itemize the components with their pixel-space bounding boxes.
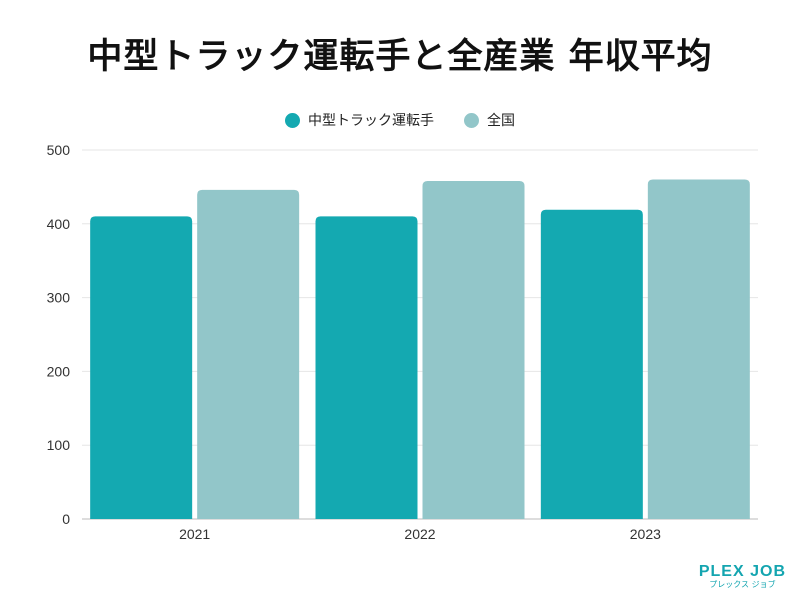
x-tick-label: 2023: [630, 526, 661, 542]
legend-swatch-national: [464, 112, 479, 128]
y-tick-label: 500: [47, 142, 71, 158]
y-tick-label: 100: [47, 437, 71, 453]
y-tick-label: 200: [47, 363, 71, 379]
chart-title: 中型トラック運転手と全産業 年収平均: [87, 37, 713, 77]
bar-national-2023: [647, 179, 750, 519]
bar-truck-driver-2023: [540, 209, 643, 519]
bar-national-2022: [422, 180, 525, 519]
y-tick-label: 0: [62, 511, 70, 527]
plex-job-logo: PLEX JOB プレックス ジョブ: [699, 564, 786, 590]
logo-wordmark: PLEX JOB: [698, 563, 786, 580]
bar-truck-driver-2022: [315, 216, 418, 520]
x-tick-label: 2022: [404, 526, 435, 542]
legend-item-national: 全国: [464, 110, 515, 130]
x-tick-label: 2021: [179, 526, 210, 542]
legend-label-national: 全国: [487, 113, 515, 129]
legend-swatch-truck-driver: [285, 112, 300, 128]
bar-truck-driver-2021: [90, 216, 193, 520]
legend-label-truck-driver: 中型トラック運転手: [308, 113, 434, 129]
legend: 中型トラック運転手 全国: [0, 110, 800, 130]
bar-national-2021: [197, 189, 300, 520]
legend-item-truck-driver: 中型トラック運転手: [285, 110, 434, 130]
y-tick-label: 400: [47, 216, 71, 232]
y-tick-label: 300: [47, 290, 71, 306]
logo-subtext: プレックス ジョブ: [709, 580, 776, 589]
